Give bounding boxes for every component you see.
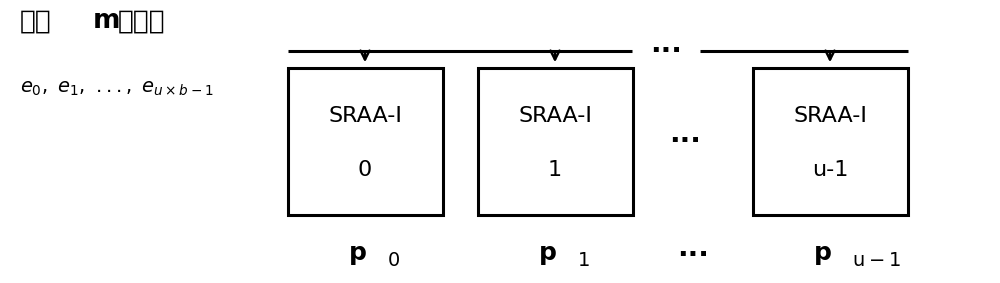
Text: 向量: 向量 — [20, 8, 52, 35]
Text: m: m — [93, 8, 120, 35]
Text: $\mathrm{u-1}$: $\mathrm{u-1}$ — [852, 251, 901, 270]
Text: SRAA-I: SRAA-I — [518, 106, 592, 126]
Text: SRAA-I: SRAA-I — [793, 106, 867, 126]
Bar — [753, 68, 908, 215]
Text: ···: ··· — [677, 241, 709, 269]
Text: ···: ··· — [650, 37, 682, 65]
Text: 1: 1 — [548, 160, 562, 180]
Text: 的比特: 的比特 — [118, 8, 166, 35]
Text: $\mathrm{1}$: $\mathrm{1}$ — [577, 251, 590, 270]
Text: SRAA-I: SRAA-I — [328, 106, 402, 126]
Text: $\mathbf{p}$: $\mathbf{p}$ — [348, 243, 366, 267]
Bar — [288, 68, 442, 215]
Text: u-1: u-1 — [812, 160, 848, 180]
Text: 0: 0 — [358, 160, 372, 180]
Text: $\mathbf{p}$: $\mathbf{p}$ — [813, 243, 831, 267]
Bar — [478, 68, 633, 215]
Text: $\mathbf{p}$: $\mathbf{p}$ — [538, 243, 556, 267]
Text: $e_0,\ e_1,\ ...,\ e_{u\times b-1}$: $e_0,\ e_1,\ ...,\ e_{u\times b-1}$ — [20, 79, 214, 98]
Text: ···: ··· — [669, 128, 701, 155]
Text: $\mathrm{0}$: $\mathrm{0}$ — [387, 251, 400, 270]
